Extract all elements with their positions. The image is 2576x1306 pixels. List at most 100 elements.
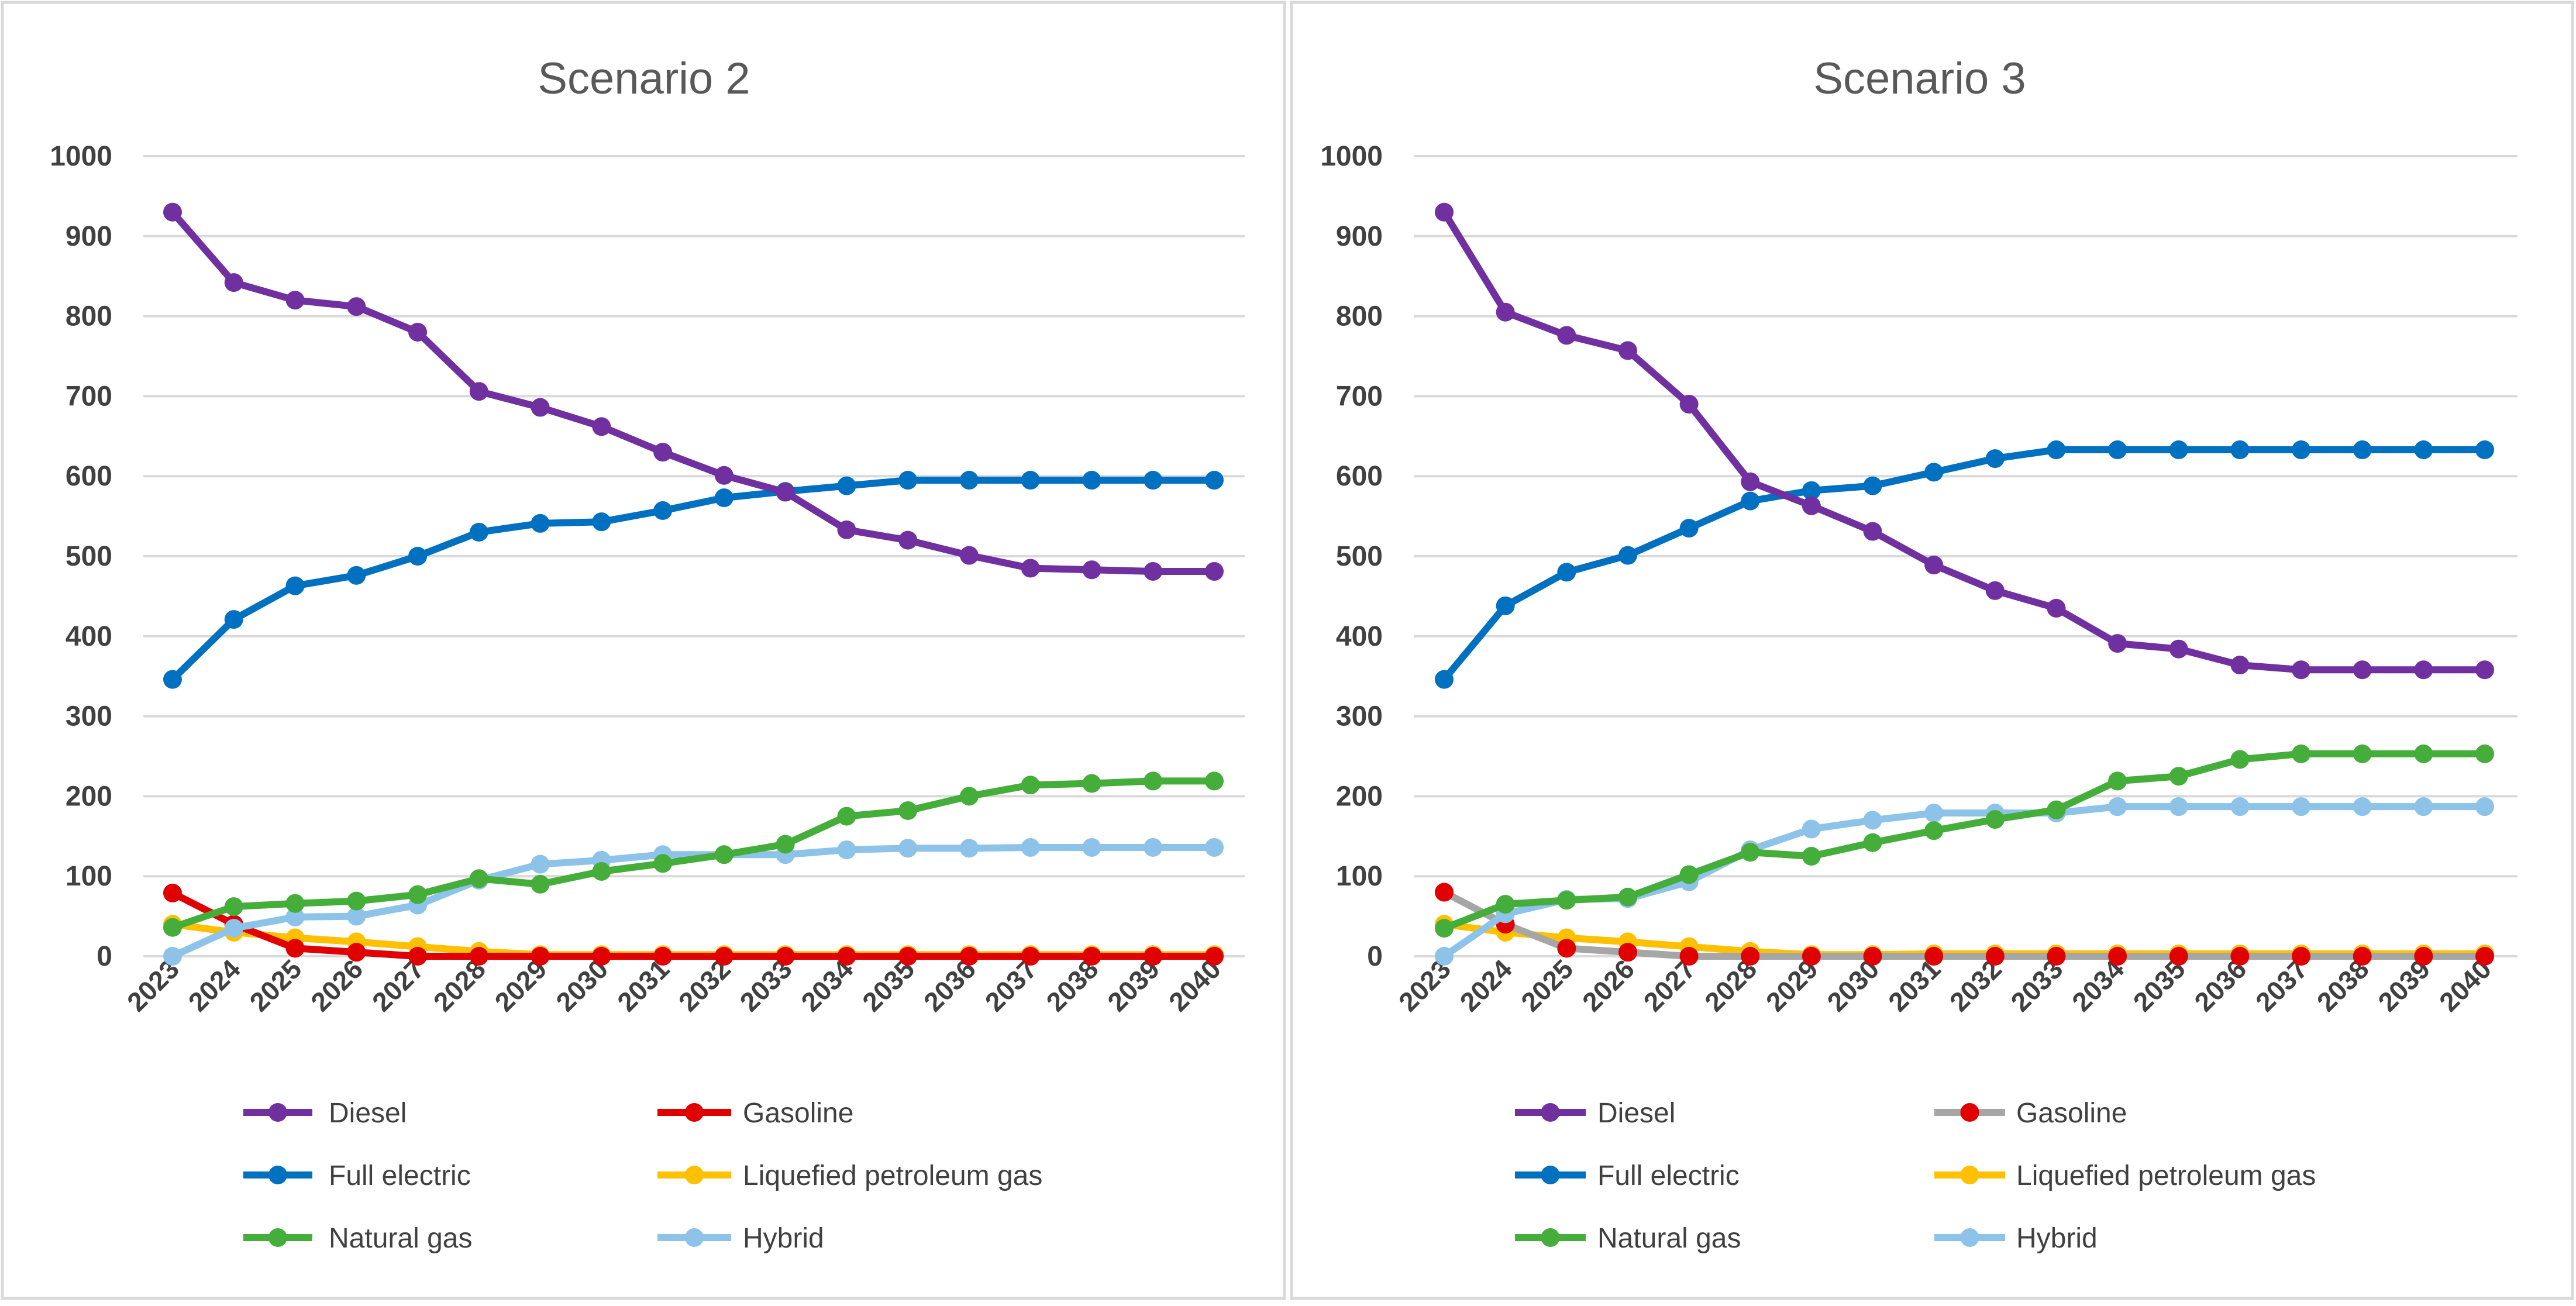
y-tick-label: 300	[66, 701, 112, 732]
data-point	[1985, 449, 2005, 468]
data-point	[2230, 440, 2250, 460]
series-line	[1441, 210, 2485, 674]
y-tick-label: 700	[66, 381, 112, 412]
data-point	[531, 514, 550, 533]
legend-item: Liquefied petroleum gas	[1934, 1160, 2316, 1191]
data-point	[2047, 947, 2066, 966]
data-point	[1557, 326, 1576, 345]
data-point	[1144, 838, 1163, 857]
data-point	[959, 787, 979, 806]
data-point	[1679, 947, 1699, 966]
data-point	[1021, 559, 1040, 578]
data-point	[1802, 481, 1821, 500]
y-tick-label: 1000	[1320, 141, 1383, 172]
panel-border-scenario-2	[1, 1, 1286, 1300]
data-point	[2230, 947, 2250, 966]
legend-marker	[268, 1228, 287, 1247]
data-point	[1924, 463, 1944, 482]
data-point	[837, 947, 856, 966]
data-point	[1435, 883, 1454, 902]
y-tick-label: 800	[66, 301, 112, 332]
data-point	[531, 398, 550, 417]
legend-item: Hybrid	[1934, 1223, 2098, 1254]
data-point	[1496, 895, 1515, 914]
data-point	[898, 530, 918, 550]
y-tick-label: 500	[1336, 541, 1383, 572]
legend-label: Full electric	[329, 1160, 471, 1191]
data-point	[1985, 581, 2005, 600]
legend-item: Diesel	[243, 1098, 407, 1129]
legend-item: Gasoline	[657, 1098, 853, 1129]
data-point	[1021, 776, 1040, 795]
data-point	[2230, 750, 2250, 769]
data-point	[2414, 744, 2433, 763]
legend-marker	[1541, 1103, 1560, 1122]
series-diesel	[1435, 202, 2494, 680]
data-point	[2414, 947, 2433, 966]
data-point	[1557, 563, 1576, 582]
series-gasoline	[1435, 883, 2494, 966]
data-point	[776, 483, 795, 502]
data-point	[1144, 947, 1163, 966]
data-point	[2169, 947, 2188, 966]
data-point	[408, 885, 428, 904]
data-point	[714, 947, 733, 966]
legend-label: Liquefied petroleum gas	[743, 1160, 1042, 1191]
data-point	[2108, 771, 2127, 791]
y-tick-label: 600	[66, 461, 112, 492]
y-tick-label: 0	[97, 941, 112, 972]
data-point	[408, 322, 428, 342]
data-point	[959, 947, 979, 966]
data-point	[1741, 472, 1760, 491]
data-point	[1863, 476, 1882, 495]
data-point	[1496, 596, 1515, 615]
legend-marker	[1960, 1166, 1979, 1184]
data-point	[2108, 634, 2127, 653]
data-point	[1082, 560, 1101, 580]
series-full-electric	[163, 471, 1224, 689]
data-point	[531, 854, 550, 874]
series-diesel	[163, 202, 1224, 581]
data-point	[653, 501, 673, 521]
data-point	[2108, 440, 2127, 460]
data-point	[2230, 797, 2250, 816]
data-point	[1618, 546, 1637, 565]
data-point	[1802, 819, 1821, 839]
data-point	[653, 854, 673, 873]
data-point	[1435, 202, 1454, 222]
data-point	[2475, 744, 2494, 763]
legend-label: Hybrid	[2016, 1223, 2098, 1254]
data-point	[1863, 833, 1882, 852]
data-point	[224, 897, 243, 916]
data-point	[714, 488, 733, 508]
data-point	[653, 947, 673, 966]
y-tick-label: 400	[1336, 621, 1383, 652]
data-point	[2353, 440, 2372, 460]
data-point	[469, 382, 488, 401]
data-point	[592, 947, 611, 966]
legend-marker	[1960, 1103, 1979, 1122]
data-point	[2108, 797, 2127, 816]
series-natural-gas	[1435, 744, 2494, 938]
data-point	[1144, 771, 1163, 791]
data-point	[1863, 947, 1882, 966]
legend-label: Full electric	[1597, 1160, 1740, 1191]
legend-item: Full electric	[1515, 1160, 1740, 1191]
data-point	[2047, 800, 2066, 819]
legend-marker	[268, 1103, 287, 1122]
data-point	[285, 291, 305, 310]
data-point	[1205, 471, 1224, 490]
data-point	[2169, 440, 2188, 460]
data-point	[2292, 797, 2311, 816]
data-point	[469, 947, 488, 966]
data-point	[285, 576, 305, 595]
data-point	[1802, 847, 1821, 866]
y-tick-label: 200	[66, 781, 112, 812]
series-natural-gas	[163, 771, 1224, 937]
legend-marker	[1541, 1228, 1560, 1247]
data-point	[2108, 947, 2127, 966]
data-point	[224, 610, 243, 629]
y-tick-label: 100	[1336, 861, 1383, 892]
data-point	[959, 546, 979, 565]
y-tick-label: 200	[1336, 781, 1383, 812]
